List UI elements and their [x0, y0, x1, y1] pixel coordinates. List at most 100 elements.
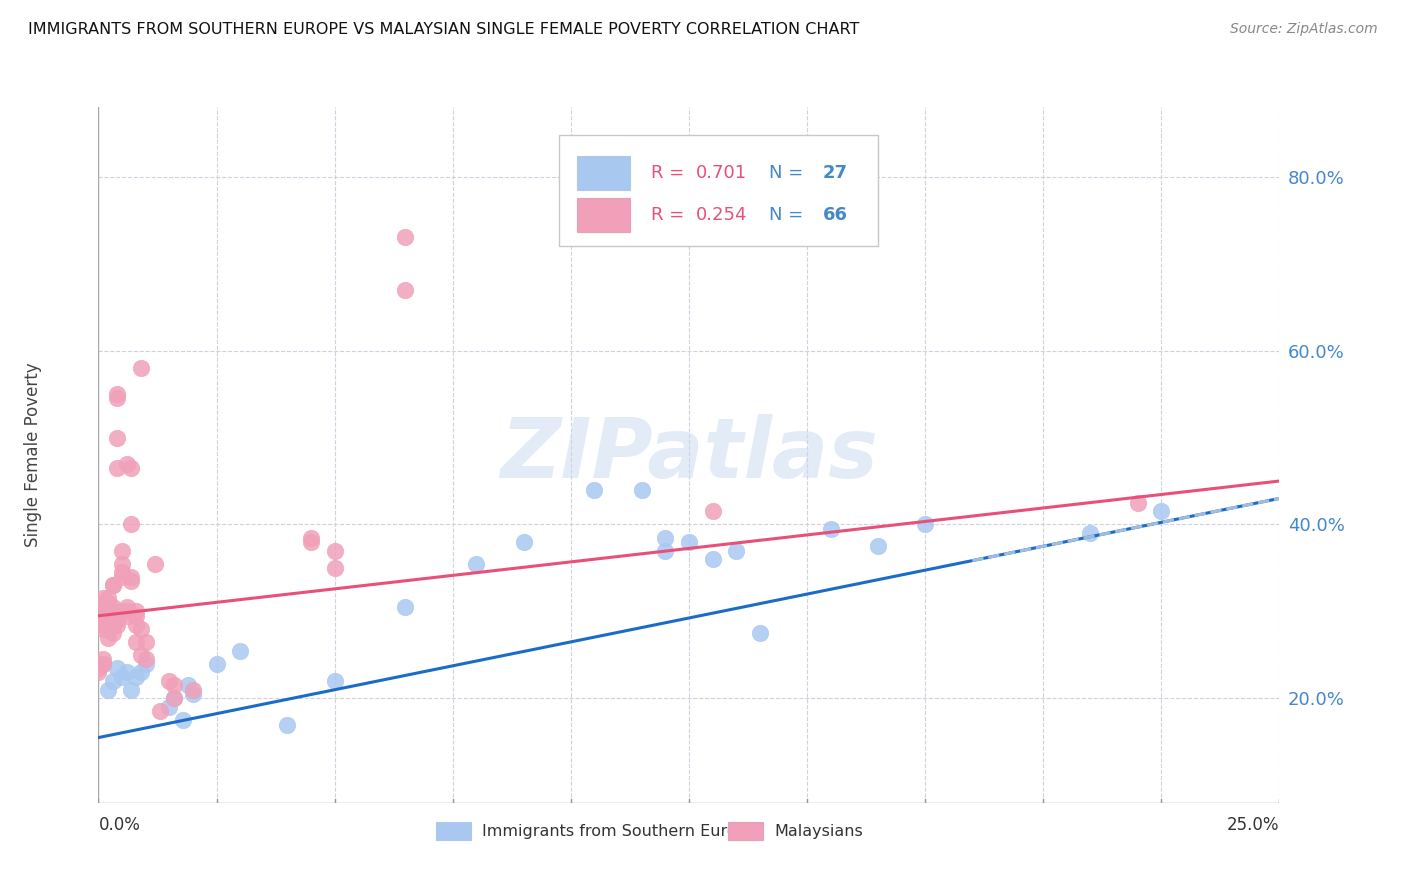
Point [177, 678, 200, 692]
Point [654, 531, 676, 545]
Point [91, 608, 114, 623]
Point [129, 648, 152, 662]
Point [163, 691, 186, 706]
Point [702, 552, 724, 566]
Point [394, 230, 416, 244]
Point [105, 461, 128, 475]
Point [163, 678, 186, 692]
Text: 0.254: 0.254 [696, 206, 748, 224]
Point [125, 608, 148, 623]
Point [97, 605, 120, 619]
Point [105, 430, 128, 444]
Point [125, 605, 148, 619]
Text: Source: ZipAtlas.com: Source: ZipAtlas.com [1230, 22, 1378, 37]
Point [111, 605, 134, 619]
Point [87, 661, 110, 675]
Bar [576, 156, 630, 190]
Point [129, 665, 152, 680]
Point [323, 543, 346, 558]
Text: N =: N = [769, 164, 810, 182]
Point [181, 687, 204, 701]
Point [91, 591, 114, 606]
Point [115, 608, 138, 623]
Point [630, 483, 652, 497]
Point [1126, 496, 1149, 510]
Point [91, 657, 114, 671]
Point [111, 570, 134, 584]
Point [101, 578, 124, 592]
Point [115, 457, 138, 471]
FancyBboxPatch shape [560, 135, 877, 246]
Point [205, 657, 228, 671]
Point [101, 617, 124, 632]
Point [748, 626, 770, 640]
Point [121, 461, 143, 475]
Point [299, 531, 322, 545]
Point [101, 600, 124, 615]
Point [323, 561, 346, 575]
Point [394, 283, 416, 297]
Point [181, 682, 204, 697]
Point [725, 543, 748, 558]
Point [135, 652, 157, 666]
Point [105, 617, 128, 632]
Point [115, 665, 138, 680]
Bar [576, 198, 630, 232]
Point [866, 539, 889, 553]
Point [394, 600, 416, 615]
Point [121, 682, 143, 697]
Point [1080, 526, 1102, 541]
Point [914, 517, 936, 532]
Text: Immigrants from Southern Europe: Immigrants from Southern Europe [482, 824, 756, 838]
Point [678, 534, 700, 549]
Text: 0.701: 0.701 [696, 164, 747, 182]
Point [121, 570, 143, 584]
Point [129, 361, 152, 376]
Point [129, 622, 152, 636]
Point [105, 387, 128, 401]
Point [97, 682, 120, 697]
Point [149, 705, 172, 719]
Point [512, 534, 534, 549]
Point [157, 674, 180, 689]
Point [121, 517, 143, 532]
Text: 66: 66 [823, 206, 848, 224]
Point [87, 665, 110, 680]
Point [101, 626, 124, 640]
Point [654, 543, 676, 558]
Point [97, 596, 120, 610]
Point [111, 543, 134, 558]
Point [91, 657, 114, 671]
Point [135, 635, 157, 649]
Text: 0.0%: 0.0% [98, 816, 141, 834]
Point [111, 566, 134, 580]
Point [111, 557, 134, 571]
Text: Malaysians: Malaysians [775, 824, 863, 838]
Point [101, 613, 124, 627]
Point [91, 622, 114, 636]
Point [101, 578, 124, 592]
Point [172, 713, 194, 727]
Point [105, 661, 128, 675]
Point [105, 392, 128, 406]
Point [163, 691, 186, 706]
Text: ZIPatlas: ZIPatlas [501, 415, 877, 495]
Point [125, 635, 148, 649]
Point [97, 631, 120, 645]
Text: 25.0%: 25.0% [1227, 816, 1279, 834]
Point [91, 617, 114, 632]
Point [229, 643, 252, 657]
Point [97, 591, 120, 606]
Point [125, 670, 148, 684]
Point [465, 557, 488, 571]
Point [105, 613, 128, 627]
Point [101, 608, 124, 623]
Point [135, 657, 157, 671]
Point [1150, 504, 1173, 518]
Point [820, 522, 842, 536]
Point [97, 622, 120, 636]
Point [299, 534, 322, 549]
Text: R =: R = [651, 164, 696, 182]
Text: N =: N = [769, 206, 810, 224]
Point [121, 574, 143, 588]
